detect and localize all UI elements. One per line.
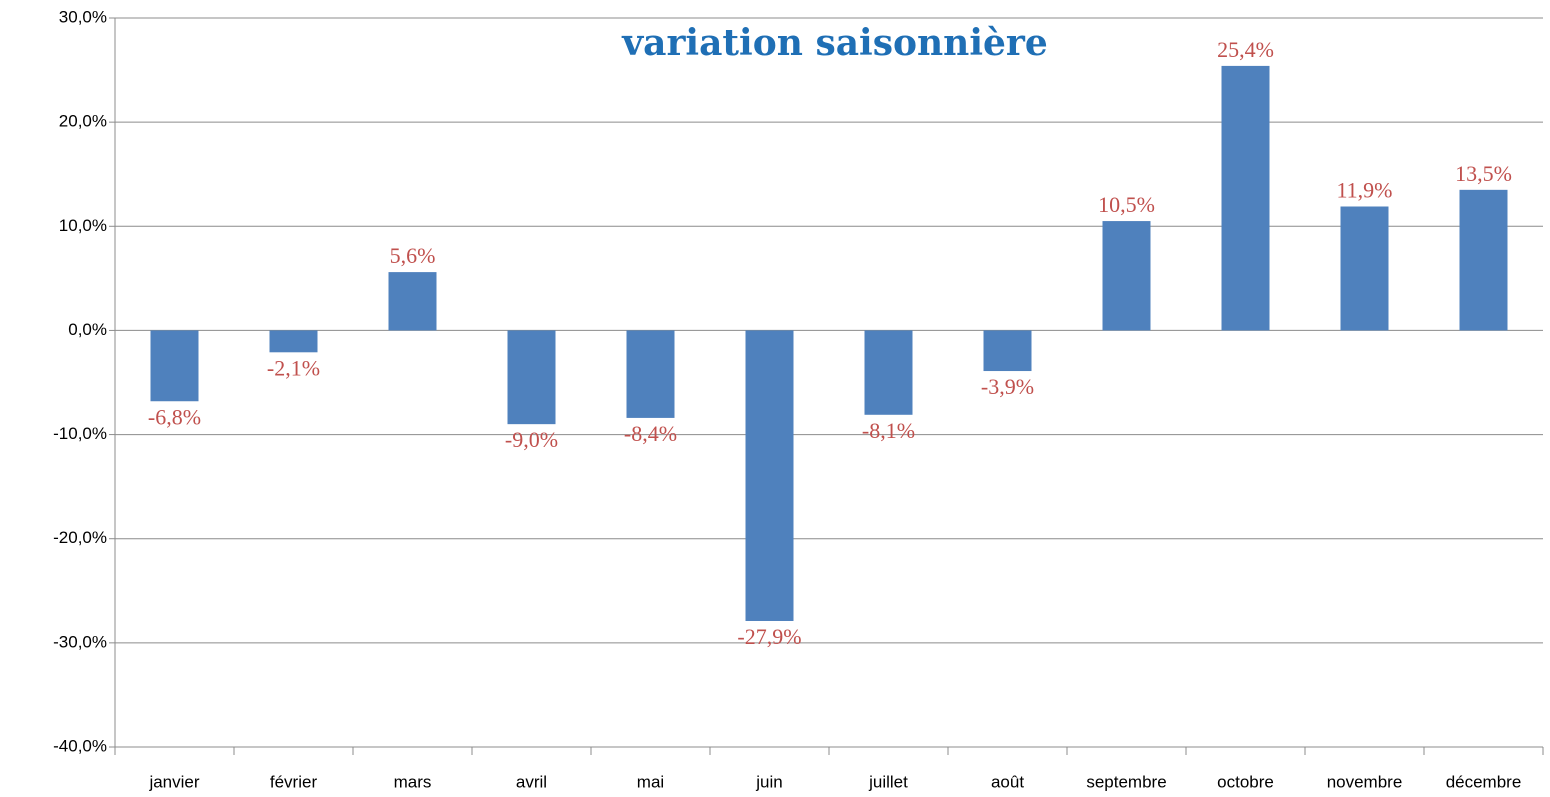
y-tick-label: 10,0% [59,216,107,235]
x-tick-label: juin [755,772,782,791]
y-tick-label: 20,0% [59,112,107,131]
bar [507,330,556,425]
data-label: -6,8% [148,404,201,429]
data-label: 11,9% [1336,178,1392,203]
data-label: -27,9% [737,624,801,649]
y-tick-label: -30,0% [53,632,107,651]
bar [269,330,318,353]
bar [150,330,199,402]
data-label: -8,1% [862,418,915,443]
y-tick-label: -10,0% [53,424,107,443]
x-tick-label: novembre [1327,772,1403,791]
bar [745,330,794,621]
x-tick-label: avril [516,772,547,791]
x-tick-label: septembre [1086,772,1166,791]
bar [1102,221,1151,331]
bar [983,330,1032,372]
bar [388,272,437,331]
x-tick-label: mai [637,772,664,791]
data-label: -3,9% [981,374,1034,399]
data-label: -9,0% [505,427,558,452]
x-tick-label: février [270,772,318,791]
y-tick-label: 30,0% [59,7,107,26]
x-tick-label: mars [394,772,432,791]
y-tick-label: 0,0% [68,320,107,339]
bar [1459,189,1508,331]
bar [626,330,675,418]
x-tick-label: janvier [148,772,199,791]
y-tick-label: -40,0% [53,736,107,755]
chart-title: variation saisonnière [621,22,1048,64]
data-label: 25,4% [1217,37,1274,62]
x-tick-label: décembre [1446,772,1522,791]
data-label: 13,5% [1455,161,1512,186]
x-tick-label: juillet [868,772,908,791]
bar [864,330,913,415]
data-label: -2,1% [267,355,320,380]
bar [1221,65,1270,331]
x-tick-label: août [991,772,1024,791]
data-label: 5,6% [390,243,436,268]
bar [1340,206,1389,331]
x-tick-label: octobre [1217,772,1274,791]
y-tick-label: -20,0% [53,528,107,547]
data-label: 10,5% [1098,192,1155,217]
data-label: -8,4% [624,421,677,446]
